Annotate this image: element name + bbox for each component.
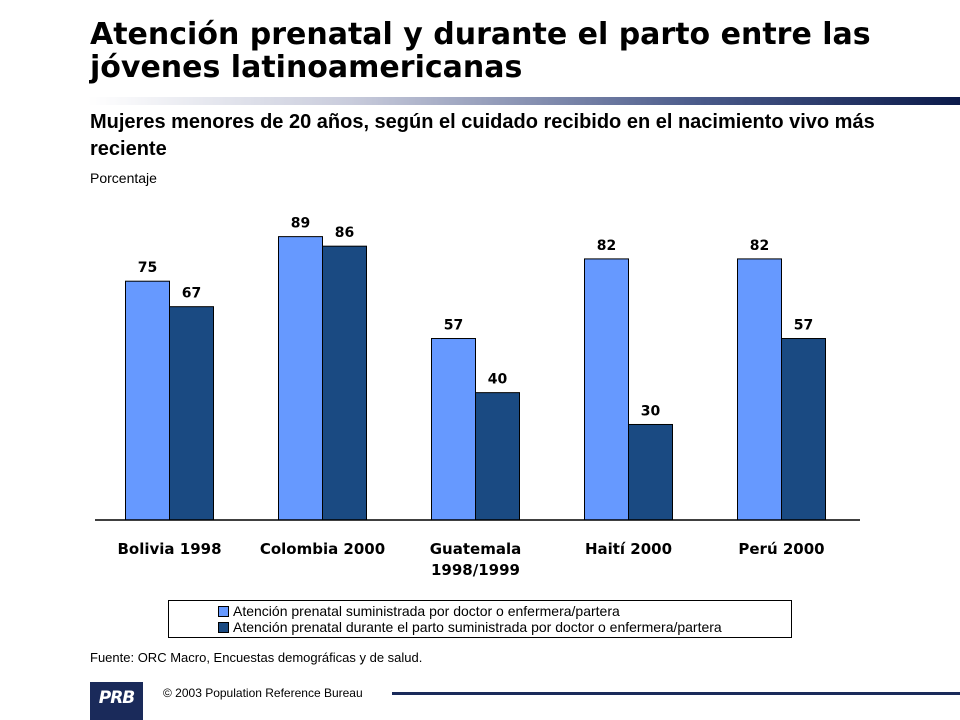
copyright-text: © 2003 Population Reference Bureau [163,686,363,700]
source-note: Fuente: ORC Macro, Encuestas demográfica… [90,650,423,665]
bar-delivery-3 [628,423,673,521]
footer-rule [392,692,960,695]
bar-delivery-4 [781,338,826,521]
data-label-delivery-4: 57 [794,318,813,334]
prb-logo: PRB [90,682,143,720]
data-label-prenatal-0: 75 [138,260,157,276]
data-label-prenatal-2: 57 [444,318,463,334]
x-tick-label-2-line1: 1998/1999 [431,561,520,579]
units-label: Porcentaje [90,170,157,186]
data-label-delivery-2: 40 [488,372,508,388]
legend-item-prenatal: Atención prenatal suministrada por docto… [218,603,620,619]
bar-prenatal-2 [431,338,476,521]
data-label-prenatal-1: 89 [291,216,310,232]
data-label-prenatal-3: 82 [597,238,616,254]
x-tick-label-3: Haití 2000 [585,540,672,558]
page-title: Atención prenatal y durante el parto ent… [90,17,871,85]
data-label-prenatal-4: 82 [750,238,769,254]
bar-prenatal-3 [584,258,629,521]
data-label-delivery-1: 86 [335,225,354,241]
legend-label-delivery: Atención prenatal durante el parto sumin… [233,619,722,635]
x-tick-label-2-line0: Guatemala [430,540,521,558]
title-rule [88,97,960,105]
bar-prenatal-1 [278,236,323,521]
legend-swatch-delivery [218,621,229,633]
x-tick-label-4: Perú 2000 [738,540,824,558]
chart-legend: Atención prenatal suministrada por docto… [168,600,792,638]
bar-chart: 75 67 Bolivia 1998 89 86 Colombia 2000 57 40 Gua… [95,216,860,579]
legend-swatch-prenatal [218,605,229,617]
bar-delivery-1 [322,245,367,521]
bar-delivery-2 [475,392,520,521]
data-label-delivery-3: 30 [641,403,661,419]
legend-label-prenatal: Atención prenatal suministrada por docto… [233,603,620,619]
chart-subtitle: Mujeres menores de 20 años, según el cui… [90,111,875,160]
bar-prenatal-0 [125,280,170,521]
bar-prenatal-4 [737,258,782,521]
data-label-delivery-0: 67 [182,286,201,302]
bar-delivery-0 [169,306,214,521]
x-tick-label-1: Colombia 2000 [260,540,385,558]
legend-item-delivery: Atención prenatal durante el parto sumin… [218,619,722,635]
x-tick-label-0: Bolivia 1998 [117,540,221,558]
